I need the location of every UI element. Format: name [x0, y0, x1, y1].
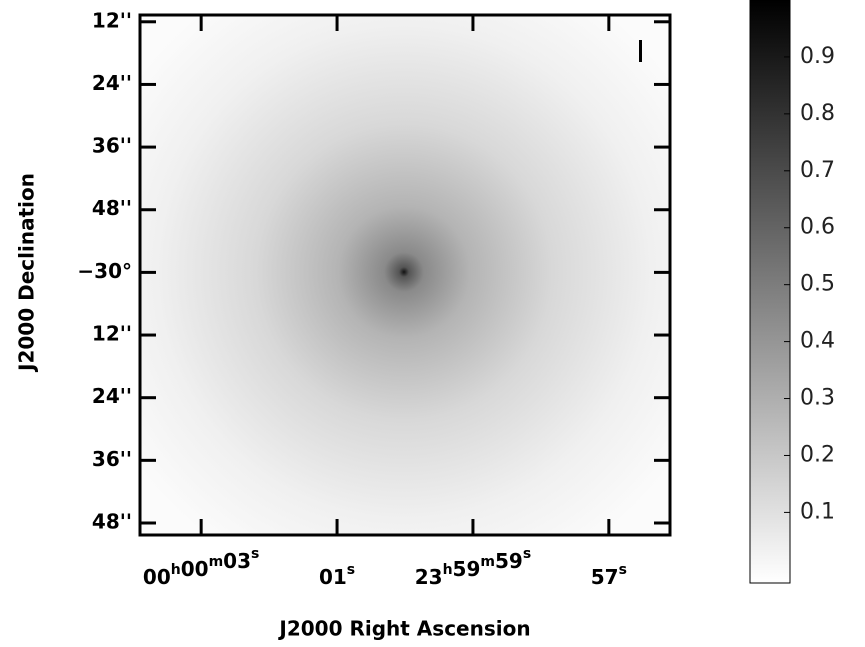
- colorbar-tick-label: 0.9: [800, 44, 835, 69]
- colorbar-tick-label: 0.7: [800, 158, 835, 183]
- colorbar-tick-label: 0.6: [800, 215, 835, 240]
- colorbar-tick-label: 0.1: [800, 499, 835, 524]
- colorbar: [749, 0, 791, 584]
- colorbar-tick-label: 0.2: [800, 442, 835, 467]
- colorbar-tick-label: 0.3: [800, 386, 835, 411]
- x-tick-label: 23h59m59s: [415, 546, 531, 589]
- beam-marker: [639, 40, 642, 62]
- y-tick-label: 36'': [92, 134, 132, 158]
- y-tick-label: 48'': [92, 509, 132, 533]
- y-tick-label: 24'': [92, 384, 132, 408]
- colorbar-tick-label: 0.8: [800, 101, 835, 126]
- y-tick-label: 24'': [92, 71, 132, 95]
- y-tick-label: 12'': [92, 8, 132, 32]
- image: [140, 15, 670, 535]
- x-tick-label: 01s: [319, 562, 355, 589]
- x-axis-label: J2000 Right Ascension: [277, 617, 530, 641]
- colorbar-tick-label: 0.5: [800, 272, 835, 297]
- colorbar-tick-label: 0.4: [800, 329, 835, 354]
- y-tick-label: −30°: [77, 259, 132, 283]
- y-tick-label: 48'': [92, 196, 132, 220]
- y-tick-label: 12'': [92, 322, 132, 346]
- x-tick-label: 57s: [591, 562, 627, 589]
- y-axis-label: J2000 Declination: [15, 173, 39, 373]
- x-tick-label: 00h00m03s: [143, 546, 259, 589]
- frame: [138, 13, 672, 537]
- y-tick-label: 36'': [92, 447, 132, 471]
